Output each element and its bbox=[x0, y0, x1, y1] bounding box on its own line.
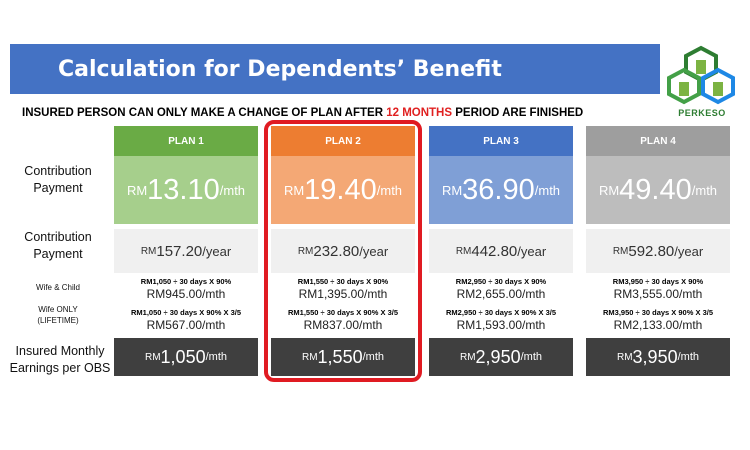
plan-1-wife-child-formula: RM1,050 ÷ 30 days X 90% bbox=[140, 277, 232, 286]
plan-1-yearly-contribution: RM 157.20/year bbox=[114, 229, 258, 273]
plan-1-header: PLAN 1 bbox=[114, 126, 258, 156]
page-title: Calculation for Dependents’ Benefit bbox=[58, 56, 502, 82]
notice-highlight: 12 MONTHS bbox=[386, 107, 453, 119]
plan-4-insured-earnings: RM 3,950/mth bbox=[586, 338, 730, 376]
row-label-wife-only: Wife ONLY (LIFETIME) bbox=[37, 305, 79, 325]
plan-2-wife-child-result: RM1,395.00/mth bbox=[298, 287, 388, 301]
plan-4-header: PLAN 4 bbox=[586, 126, 730, 156]
plan-2-wife-child-calc: RM1,550 ÷ 30 days X 90% RM1,395.00/mth bbox=[271, 277, 415, 301]
row-label-wife-child: Wife & Child bbox=[35, 283, 80, 292]
plan-2-monthly-contribution: RM 19.40/mth bbox=[271, 156, 415, 224]
plan-1-wife-only-result: RM567.00/mth bbox=[146, 318, 226, 332]
plan-2-monthly-amount: 19.40 bbox=[304, 173, 377, 206]
plan-4-wife-child-calc: RM3,950 ÷ 30 days X 90% RM3,555.00/mth bbox=[586, 277, 730, 301]
plan-1-wife-child-result: RM945.00/mth bbox=[146, 287, 226, 301]
plan-4-earnings-amount: 3,950 bbox=[632, 346, 678, 367]
plan-1-wife-only-calc: RM1,050 ÷ 30 days X 90% X 3/5 RM567.00/m… bbox=[114, 308, 258, 332]
plan-3-header: PLAN 3 bbox=[429, 126, 573, 156]
plan-2-wife-only-calc: RM1,550 ÷ 30 days X 90% X 3/5 RM837.00/m… bbox=[271, 308, 415, 332]
plan-3-yearly-amount: 442.80 bbox=[471, 242, 518, 260]
plan-3-monthly-amount: 36.90 bbox=[462, 173, 535, 206]
plan-1-monthly-amount: 13.10 bbox=[147, 173, 220, 206]
plan-4-wife-child-result: RM3,555.00/mth bbox=[613, 287, 703, 301]
plan-2-header: PLAN 2 bbox=[271, 126, 415, 156]
plan-3-wife-only-result: RM1,593.00/mth bbox=[456, 318, 546, 332]
plan-2-yearly-contribution: RM 232.80/year bbox=[271, 229, 415, 273]
logo-text: PERKESO bbox=[678, 108, 726, 118]
perkeso-logo-icon bbox=[667, 45, 735, 105]
plan-1-yearly-amount: 157.20 bbox=[156, 242, 203, 260]
plan-2-highlight-outline bbox=[264, 120, 422, 382]
plan-1-monthly-contribution: RM 13.10/mth bbox=[114, 156, 258, 224]
plan-3-wife-child-result: RM2,655.00/mth bbox=[456, 287, 546, 301]
plan-4-monthly-amount: 49.40 bbox=[619, 173, 692, 206]
plan-4-wife-only-formula: RM3,950 ÷ 30 days X 90% X 3/5 bbox=[602, 308, 713, 317]
title-banner: Calculation for Dependents’ Benefit bbox=[10, 44, 660, 94]
plan-4-yearly-amount: 592.80 bbox=[628, 242, 675, 260]
plan-1-insured-earnings: RM 1,050/mth bbox=[114, 338, 258, 376]
plan-2-yearly-amount: 232.80 bbox=[313, 242, 360, 260]
plan-2-earnings-amount: 1,550 bbox=[317, 346, 363, 367]
plan-change-notice: INSURED PERSON CAN ONLY MAKE A CHANGE OF… bbox=[22, 107, 584, 119]
plan-4-wife-child-formula: RM3,950 ÷ 30 days X 90% bbox=[612, 277, 704, 286]
plan-1-wife-child-calc: RM1,050 ÷ 30 days X 90% RM945.00/mth bbox=[114, 277, 258, 301]
plan-3-wife-only-calc: RM2,950 ÷ 30 days X 90% X 3/5 RM1,593.00… bbox=[429, 308, 573, 332]
plan-1-wife-only-formula: RM1,050 ÷ 30 days X 90% X 3/5 bbox=[130, 308, 241, 317]
plan-2-wife-only-formula: RM1,550 ÷ 30 days X 90% X 3/5 bbox=[287, 308, 398, 317]
plan-3-wife-only-formula: RM2,950 ÷ 30 days X 90% X 3/5 bbox=[445, 308, 556, 317]
plan-3-monthly-contribution: RM 36.90/mth bbox=[429, 156, 573, 224]
plan-4-wife-only-result: RM2,133.00/mth bbox=[613, 318, 703, 332]
plan-3-yearly-contribution: RM 442.80/year bbox=[429, 229, 573, 273]
plan-3-earnings-amount: 2,950 bbox=[475, 346, 521, 367]
plan-2-wife-only-result: RM837.00/mth bbox=[303, 318, 383, 332]
plan-1-earnings-amount: 1,050 bbox=[160, 346, 206, 367]
plan-4-monthly-contribution: RM 49.40/mth bbox=[586, 156, 730, 224]
plan-3-insured-earnings: RM 2,950/mth bbox=[429, 338, 573, 376]
plan-2-wife-child-formula: RM1,550 ÷ 30 days X 90% bbox=[297, 277, 389, 286]
row-label-contribution-monthly: Contribution Payment bbox=[24, 164, 92, 195]
row-label-earnings: Insured Monthly Earnings per OBS bbox=[9, 344, 111, 375]
plan-2-insured-earnings: RM 1,550/mth bbox=[271, 338, 415, 376]
plan-3-wife-child-formula: RM2,950 ÷ 30 days X 90% bbox=[455, 277, 547, 286]
row-label-contribution-yearly: Contribution Payment bbox=[24, 230, 92, 261]
plan-4-wife-only-calc: RM3,950 ÷ 30 days X 90% X 3/5 RM2,133.00… bbox=[586, 308, 730, 332]
plan-4-yearly-contribution: RM 592.80/year bbox=[586, 229, 730, 273]
plan-3-wife-child-calc: RM2,950 ÷ 30 days X 90% RM2,655.00/mth bbox=[429, 277, 573, 301]
